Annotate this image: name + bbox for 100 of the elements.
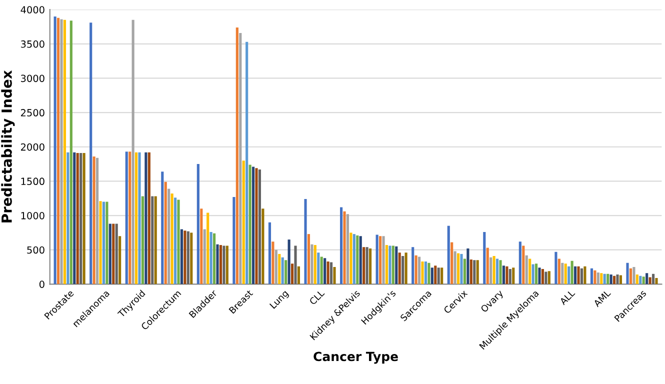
bar — [528, 258, 532, 284]
bar — [450, 242, 454, 284]
bar — [314, 245, 316, 284]
bar — [359, 236, 362, 284]
y-tick-label: 3000 — [21, 74, 44, 82]
bar — [274, 250, 278, 284]
bar — [96, 158, 99, 284]
bar — [596, 272, 600, 284]
bar — [584, 266, 586, 284]
bar — [532, 264, 534, 284]
bar — [161, 172, 164, 284]
bar — [626, 262, 629, 284]
bar — [508, 269, 512, 284]
bar — [350, 232, 352, 284]
bar — [268, 222, 272, 284]
bar — [534, 264, 538, 284]
bar — [430, 268, 434, 284]
bar — [502, 266, 506, 284]
bar — [610, 274, 612, 284]
bar — [619, 275, 622, 284]
bar — [362, 247, 366, 284]
bar — [561, 262, 564, 284]
bar — [655, 278, 658, 284]
bar — [518, 242, 522, 284]
bar — [368, 248, 372, 284]
bar — [402, 256, 404, 284]
bar — [184, 230, 186, 284]
y-tick-label: 0 — [39, 280, 44, 288]
bar — [134, 152, 138, 284]
bar — [544, 272, 548, 284]
bar — [554, 252, 558, 284]
bar — [307, 234, 310, 284]
bar — [568, 266, 570, 284]
bar — [454, 251, 456, 284]
bar — [272, 242, 274, 284]
bar — [66, 152, 70, 284]
bar — [388, 246, 392, 284]
bar — [236, 27, 238, 284]
bar — [73, 152, 76, 284]
bar — [63, 20, 66, 284]
bar — [490, 257, 492, 284]
bar — [486, 248, 489, 284]
y-tick-label: 1000 — [21, 212, 44, 220]
bar — [652, 274, 655, 284]
bar — [294, 246, 297, 284]
bar — [115, 224, 118, 284]
bar — [606, 274, 610, 284]
bar — [54, 16, 56, 284]
bar — [577, 266, 580, 284]
bar — [594, 270, 596, 284]
bar — [174, 198, 177, 284]
bar — [177, 200, 180, 284]
y-tick-label: 4000 — [20, 6, 44, 14]
bar — [538, 268, 541, 284]
bar — [206, 212, 210, 284]
bar — [125, 152, 128, 284]
bar — [492, 256, 496, 284]
bar — [190, 232, 193, 284]
bar — [499, 260, 502, 284]
bar — [424, 262, 428, 284]
bar — [239, 32, 242, 284]
bar — [310, 244, 314, 284]
bar — [138, 152, 141, 284]
x-axis-title: Cancer Type — [314, 352, 398, 364]
y-tick-label: 500 — [27, 246, 44, 254]
bar — [320, 256, 323, 284]
y-tick-label: 1500 — [21, 178, 44, 186]
bar — [76, 153, 79, 284]
bar — [70, 20, 72, 284]
bar — [434, 266, 437, 284]
bar — [258, 170, 261, 284]
bar — [558, 258, 560, 284]
bar — [210, 232, 212, 284]
bar — [570, 260, 574, 284]
bar — [92, 156, 96, 284]
bar — [216, 244, 219, 284]
bar — [421, 262, 424, 284]
bar — [132, 20, 134, 284]
bar — [340, 207, 343, 284]
bar — [196, 164, 200, 284]
bar — [297, 266, 300, 284]
bar — [317, 252, 320, 284]
bar — [648, 277, 652, 284]
bar — [82, 153, 86, 284]
bar — [564, 264, 567, 284]
bar — [141, 196, 144, 284]
bar — [600, 273, 603, 284]
bar — [366, 247, 368, 284]
bar — [252, 166, 255, 284]
bar — [112, 224, 115, 284]
bar — [144, 152, 148, 284]
bar — [56, 18, 60, 284]
bar — [108, 224, 112, 284]
bar — [470, 259, 472, 284]
bar — [226, 246, 228, 284]
bar — [603, 274, 606, 284]
bar — [326, 262, 330, 284]
bar — [154, 196, 157, 284]
bar — [612, 276, 616, 284]
bar — [522, 246, 525, 284]
